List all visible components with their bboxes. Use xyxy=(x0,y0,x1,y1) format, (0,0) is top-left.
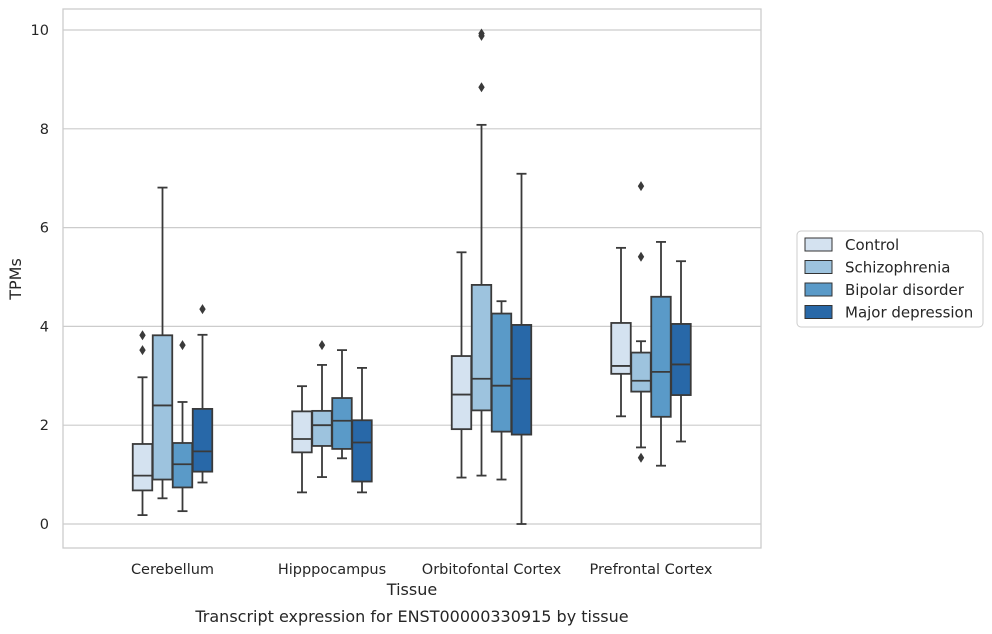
iqr-box xyxy=(171,442,194,489)
legend-swatch xyxy=(804,260,833,274)
x-tick-label: Orbitofontal Cortex xyxy=(422,562,562,578)
x-tick-label: Hipppocampus xyxy=(278,562,386,578)
iqr-box xyxy=(331,397,353,450)
outlier-point xyxy=(139,345,146,356)
gridlines xyxy=(63,29,761,525)
legend-label: Bipolar disorder xyxy=(845,281,965,299)
box-schizophrenia xyxy=(630,181,652,463)
iqr-box xyxy=(610,322,632,375)
legend-swatch xyxy=(804,305,833,319)
box-bipolar-disorder xyxy=(490,300,513,481)
iqr-box xyxy=(151,334,174,481)
outlier-point xyxy=(478,82,485,93)
y-axis-title: TPMs xyxy=(6,258,25,301)
box-major-depression xyxy=(191,304,214,484)
x-tick-label: Cerebellum xyxy=(131,562,214,578)
box-major-depression xyxy=(670,260,692,443)
outlier-point xyxy=(179,340,186,351)
iqr-box xyxy=(670,323,692,396)
outlier-point xyxy=(478,28,485,39)
y-tick-label: 8 xyxy=(40,122,49,138)
box-control xyxy=(291,385,313,494)
box-major-depression xyxy=(510,172,533,525)
box-control xyxy=(610,246,632,418)
legend-frame xyxy=(796,230,984,328)
iqr-box xyxy=(450,355,473,431)
y-tick-label: 0 xyxy=(40,517,49,533)
iqr-box xyxy=(630,351,652,393)
iqr-box xyxy=(191,407,214,473)
box-schizophrenia xyxy=(311,340,333,478)
outlier-point xyxy=(637,181,645,192)
outlier-point xyxy=(637,452,645,463)
outlier-point xyxy=(318,340,326,351)
box-bipolar-disorder xyxy=(650,241,672,467)
y-tick-label: 4 xyxy=(40,319,49,335)
box-control xyxy=(450,251,473,479)
box-bipolar-disorder xyxy=(331,349,353,460)
y-tick-labels: 0 2 4 6 8 10 xyxy=(31,23,49,533)
outlier-point xyxy=(637,251,645,262)
iqr-box xyxy=(490,312,513,433)
x-axis-title: Tissue xyxy=(386,580,437,599)
outlier-point xyxy=(139,330,146,341)
iqr-box xyxy=(131,443,154,492)
legend-label: Major depression xyxy=(845,304,973,322)
y-tick-label: 2 xyxy=(40,418,49,434)
legend-label: Schizophrenia xyxy=(845,259,950,277)
y-tick-label: 6 xyxy=(40,221,49,237)
x-tick-labels: Cerebellum Hipppocampus Orbitofontal Corte… xyxy=(131,562,713,578)
iqr-box xyxy=(470,284,493,412)
boxes xyxy=(131,28,692,525)
plot-frame xyxy=(62,8,762,549)
x-tick-label: Prefrontal Cortex xyxy=(590,562,713,578)
legend-swatch xyxy=(804,282,833,297)
box-major-depression xyxy=(351,366,373,494)
box-schizophrenia xyxy=(470,28,493,477)
legend-swatch xyxy=(804,237,833,252)
iqr-box xyxy=(650,295,672,418)
y-tick-label: 10 xyxy=(31,23,49,39)
iqr-box xyxy=(291,410,313,454)
iqr-box xyxy=(351,419,373,483)
chart-caption: Transcript expression for ENST0000033091… xyxy=(194,607,628,626)
legend: Control Schizophrenia Bipolar disorder Majo… xyxy=(796,230,984,328)
legend-label: Control xyxy=(845,236,899,254)
outlier-point xyxy=(199,304,206,315)
box-control xyxy=(131,330,154,517)
iqr-box xyxy=(510,324,533,436)
iqr-box xyxy=(311,409,333,447)
box-schizophrenia xyxy=(151,186,174,500)
legend-items: Control Schizophrenia Bipolar disorder Majo… xyxy=(804,236,973,322)
